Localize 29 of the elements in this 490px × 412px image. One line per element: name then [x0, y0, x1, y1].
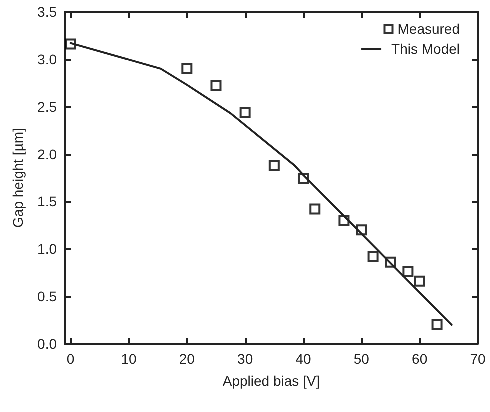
x-tick-label: 10 — [121, 351, 137, 367]
x-tick-label: 60 — [412, 351, 428, 367]
point — [402, 266, 414, 278]
y-tick-label: 1.5 — [38, 194, 58, 210]
y-tick-label: 0.5 — [38, 288, 58, 305]
point — [414, 276, 426, 287]
y-tick-label: 1.0 — [38, 241, 58, 258]
x-tick-label: 40 — [296, 351, 312, 367]
legend-label: Measured — [398, 21, 460, 37]
x-tick-label: 0 — [66, 351, 75, 367]
y-tick-label: 3.0 — [38, 51, 58, 68]
y-axis-title: Gap height [µm] — [10, 128, 26, 228]
point — [182, 63, 193, 74]
point — [368, 251, 379, 262]
x-tick-label: 70 — [470, 351, 486, 367]
point — [310, 204, 321, 215]
x-tick-label: 20 — [179, 351, 196, 367]
y-tick-label: 0.0 — [38, 336, 58, 352]
point — [432, 320, 443, 331]
x-axis-title: Applied bias [V] — [222, 373, 320, 389]
y-tick-label: 2.0 — [38, 146, 58, 162]
legend-label: This Model — [392, 41, 460, 57]
point — [210, 80, 222, 92]
y-tick-label: 3.5 — [38, 4, 58, 20]
point — [268, 160, 280, 172]
y-tick-label: 2.5 — [38, 98, 58, 115]
x-tick-label: 50 — [354, 351, 370, 367]
point — [240, 107, 251, 118]
x-tick-label: 30 — [238, 351, 254, 367]
